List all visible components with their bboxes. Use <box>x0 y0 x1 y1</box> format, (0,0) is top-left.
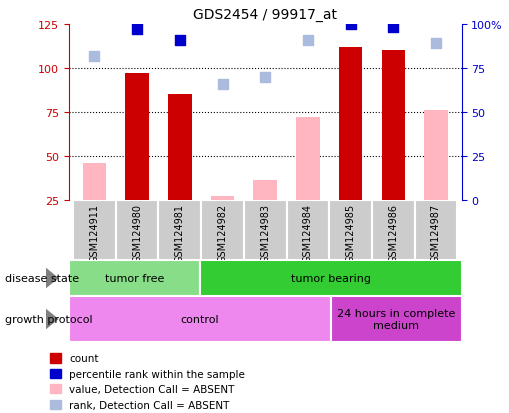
Bar <box>296 118 319 200</box>
Text: GSM124982: GSM124982 <box>217 203 227 262</box>
Text: GSM124987: GSM124987 <box>430 203 440 262</box>
Text: GSM124983: GSM124983 <box>260 203 270 262</box>
Bar <box>82 164 106 200</box>
Text: GSM124980: GSM124980 <box>132 203 142 262</box>
Point <box>90 53 98 60</box>
Point <box>218 81 226 88</box>
Text: GSM124986: GSM124986 <box>387 203 398 262</box>
Point <box>261 74 269 81</box>
Bar <box>338 47 361 200</box>
Bar <box>414 200 457 260</box>
Point <box>133 27 141 33</box>
Polygon shape <box>46 309 59 330</box>
Bar <box>116 200 158 260</box>
Bar <box>201 200 243 260</box>
Bar <box>69 297 330 342</box>
Point <box>346 21 354 28</box>
Text: 24 hours in complete
medium: 24 hours in complete medium <box>336 309 455 330</box>
Bar <box>381 51 404 200</box>
Point <box>176 37 184 44</box>
Bar <box>125 74 149 200</box>
Point <box>303 37 312 44</box>
Bar <box>210 197 234 200</box>
Bar <box>73 200 116 260</box>
Text: control: control <box>180 314 219 324</box>
Bar <box>423 111 447 200</box>
Polygon shape <box>46 268 59 289</box>
Text: growth protocol: growth protocol <box>5 314 93 324</box>
Point <box>388 25 397 32</box>
Text: GSM124984: GSM124984 <box>302 203 312 262</box>
Text: disease state: disease state <box>5 273 79 283</box>
Text: GSM124981: GSM124981 <box>175 203 184 262</box>
Text: GSM124911: GSM124911 <box>89 203 99 262</box>
Text: tumor free: tumor free <box>104 273 164 283</box>
Bar <box>329 200 371 260</box>
Bar <box>243 200 286 260</box>
Point <box>431 41 439 47</box>
Bar <box>168 95 191 200</box>
Bar <box>158 200 201 260</box>
Bar <box>200 260 461 297</box>
Bar <box>69 260 200 297</box>
Title: GDS2454 / 99917_at: GDS2454 / 99917_at <box>193 8 336 22</box>
Text: GSM124985: GSM124985 <box>345 203 355 262</box>
Bar <box>286 200 329 260</box>
Legend: count, percentile rank within the sample, value, Detection Call = ABSENT, rank, : count, percentile rank within the sample… <box>46 349 248 413</box>
Bar <box>371 200 414 260</box>
Bar <box>253 181 276 200</box>
Bar <box>330 297 461 342</box>
Text: tumor bearing: tumor bearing <box>290 273 370 283</box>
